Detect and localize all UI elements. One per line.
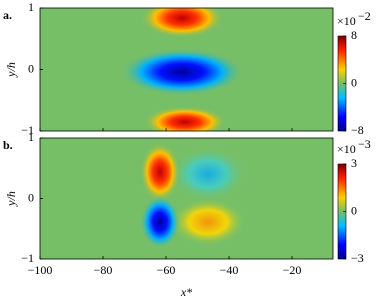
y-tick-label: 0: [28, 190, 34, 204]
y-tick-label: 1: [28, 130, 34, 144]
colorbar-multiplier: ×10: [337, 14, 356, 28]
colorbar-tick-label: 3: [351, 156, 357, 170]
panel-label: b.: [3, 138, 13, 152]
x-tick-label: −20: [283, 263, 302, 277]
panel-label: a.: [3, 8, 12, 22]
colorbar-exponent: −3: [358, 137, 371, 151]
colorbar-tick-label: −3: [351, 251, 364, 265]
colorbar-tick-label: 8: [351, 28, 357, 42]
y-axis-label: y/h: [4, 62, 18, 78]
x-tick-label: −40: [220, 263, 239, 277]
colorbar-exponent: −2: [358, 9, 371, 23]
x-tick-label: −100: [28, 263, 53, 277]
colorbar-tick-label: −8: [351, 123, 364, 137]
colorbar-multiplier: ×10: [337, 142, 356, 156]
y-tick-label: −1: [21, 123, 34, 137]
colorbar-tick-label: 0: [351, 203, 357, 217]
heatmap-a: [40, 8, 333, 131]
y-tick-label: 0: [28, 61, 34, 75]
x-tick-label: −80: [94, 263, 113, 277]
y-axis-label: y/h: [4, 191, 18, 207]
x-axis-label: x*: [180, 285, 192, 299]
y-tick-label: 1: [28, 0, 34, 14]
colorbar-tick-label: 0: [351, 75, 357, 89]
x-tick-label: −60: [157, 263, 176, 277]
heatmap-b: [40, 138, 333, 259]
y-tick-label: −1: [21, 251, 34, 265]
